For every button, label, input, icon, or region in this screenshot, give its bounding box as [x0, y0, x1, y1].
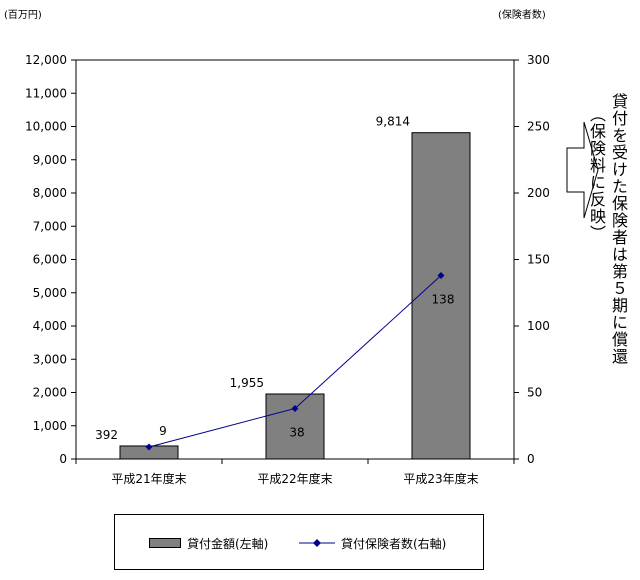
- bar: [411, 132, 471, 460]
- bar-data-label: 1,955: [230, 376, 264, 390]
- left-axis-tick-label: 6,000: [33, 253, 67, 267]
- legend-line-swatch: [299, 539, 335, 547]
- legend-entry-bar: 貸付金額(左軸): [149, 535, 268, 551]
- right-axis-tick-label: 200: [527, 186, 550, 200]
- legend-line-label: 貸付保険者数(右軸): [341, 536, 447, 551]
- line-data-label: 38: [289, 425, 304, 439]
- bar-data-label: 9,814: [376, 115, 410, 129]
- x-axis-tick-label: 平成22年度末: [257, 471, 332, 486]
- left-axis-tick-label: 1,000: [33, 419, 67, 433]
- left-axis-tick-label: 8,000: [33, 186, 67, 200]
- left-axis-tick-label: 2,000: [33, 386, 67, 400]
- right-axis-tick-label: 100: [527, 319, 550, 333]
- line-point: [437, 271, 445, 279]
- line-point: [145, 443, 153, 451]
- right-axis-tick-label: 50: [527, 386, 542, 400]
- left-axis-tick-label: 4,000: [33, 319, 67, 333]
- right-axis-tick-label: 300: [527, 53, 550, 67]
- right-axis-tick-label: 150: [527, 253, 550, 267]
- side-note-sub: （保険料に反映）: [587, 106, 606, 242]
- right-axis-tick-label: 0: [527, 452, 535, 466]
- left-axis-tick-label: 10,000: [25, 120, 67, 134]
- bar-data-label: 392: [95, 428, 118, 442]
- line-data-label: 138: [432, 292, 455, 306]
- left-axis-tick-label: 7,000: [33, 219, 67, 233]
- left-axis-tick-label: 5,000: [33, 286, 67, 300]
- legend-bar-label: 貸付金額(左軸): [187, 536, 269, 551]
- left-axis-tick-label: 9,000: [33, 153, 67, 167]
- left-axis-tick-label: 12,000: [25, 53, 67, 67]
- bar: [265, 393, 325, 460]
- x-axis-tick-label: 平成23年度末: [403, 471, 478, 486]
- x-axis-tick-label: 平成21年度末: [111, 471, 186, 486]
- left-axis-tick-label: 3,000: [33, 352, 67, 366]
- right-axis-unit: (保険者数): [498, 10, 546, 21]
- left-axis-unit: (百万円): [4, 10, 42, 21]
- left-axis-tick-label: 11,000: [25, 86, 67, 100]
- legend-entry-line: 貸付保険者数(右軸): [299, 535, 446, 551]
- right-axis-tick-label: 250: [527, 120, 550, 134]
- legend: 貸付金額(左軸) 貸付保険者数(右軸): [114, 514, 484, 570]
- legend-bar-swatch: [149, 538, 181, 548]
- line-data-label: 9: [159, 424, 167, 438]
- line-point: [291, 404, 299, 412]
- side-note-main: 貸付を受けた保険者は第５期に償還: [609, 93, 628, 365]
- callout-arrow-icon: [566, 121, 599, 219]
- left-axis-tick-label: 0: [59, 452, 67, 466]
